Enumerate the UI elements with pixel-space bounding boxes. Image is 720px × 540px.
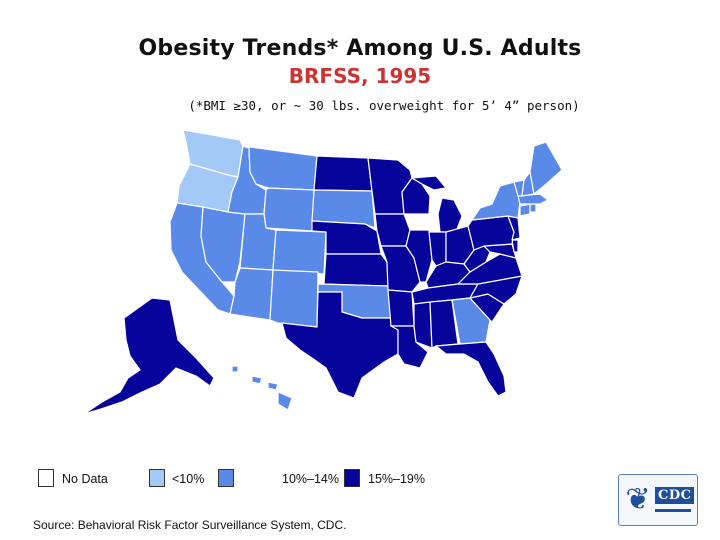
state-HI-maui — [267, 381, 279, 391]
state-DE — [511, 239, 519, 253]
state-TX — [281, 291, 399, 399]
legend-label-lt10: <10% — [172, 472, 205, 486]
state-GA — [451, 297, 491, 345]
cdc-logo-bar — [655, 509, 691, 512]
source-note: Source: Behavioral Risk Factor Surveilla… — [33, 518, 347, 532]
state-PA — [467, 215, 515, 251]
state-WY — [263, 187, 315, 232]
state-SD — [311, 189, 376, 229]
legend-swatch-10-14 — [218, 469, 234, 487]
state-MI-lower — [437, 197, 463, 233]
legend-label-15-19: 15%–19% — [368, 472, 425, 486]
legend-label-10-14: 10%–14% — [282, 472, 339, 486]
state-ND — [313, 155, 373, 192]
hhs-eagle-icon: ❦ — [625, 482, 651, 517]
legend-swatch-lt10 — [149, 469, 165, 487]
bmi-footnote: (*BMI ≥30, or ~ 30 lbs. overweight for 5… — [188, 98, 580, 113]
map-title: Obesity Trends* Among U.S. Adults — [138, 36, 582, 61]
state-HI — [277, 391, 293, 411]
cdc-logo: ❦ CDC — [618, 474, 698, 526]
legend-swatch-no-data — [38, 469, 54, 487]
map-subtitle: BRFSS, 1995 — [288, 64, 432, 88]
legend-label-no-data: No Data — [62, 472, 108, 486]
state-HI-oahu — [251, 375, 263, 385]
state-IA — [374, 213, 411, 247]
state-NY — [471, 181, 521, 221]
state-NM — [269, 269, 319, 328]
state-AR — [387, 289, 415, 327]
state-RI — [529, 203, 537, 213]
state-ME — [529, 141, 563, 195]
state-MS — [413, 301, 433, 349]
state-MA — [517, 193, 549, 205]
state-CT — [519, 203, 531, 217]
legend-swatch-15-19 — [344, 469, 360, 487]
state-FL — [435, 341, 507, 397]
state-HI-kauai — [231, 365, 239, 373]
cdc-logo-text: CDC — [655, 487, 695, 504]
state-CO — [272, 229, 327, 275]
state-KS — [323, 253, 389, 287]
state-AK — [83, 297, 215, 415]
state-MI — [411, 175, 447, 191]
